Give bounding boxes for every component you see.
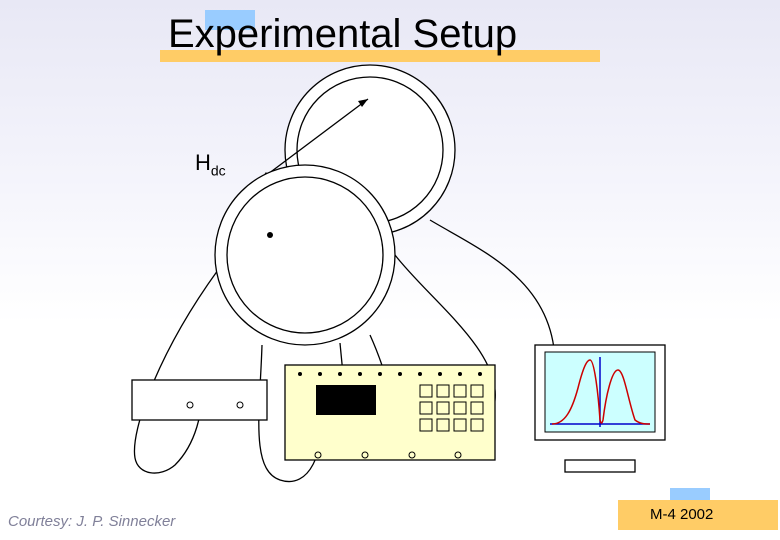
footer-code: M-4 2002 — [650, 506, 713, 523]
slide: Experimental Setup Hdc Iac Sample Courte… — [0, 0, 780, 540]
footer-courtesy: Courtesy: J. P. Sinnecker — [8, 513, 175, 530]
experimental-diagram — [0, 0, 780, 540]
